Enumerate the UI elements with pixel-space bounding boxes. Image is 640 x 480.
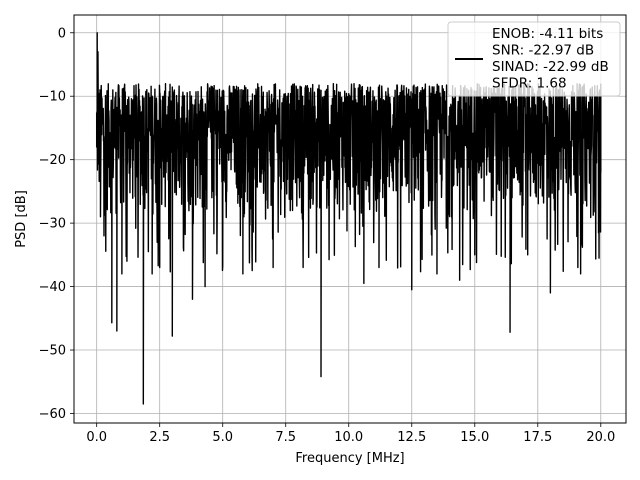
legend-entry-snr: SNR: -22.97 dB (492, 43, 594, 59)
y-tick-label: −30 (39, 217, 66, 232)
x-tick-label: 0.0 (86, 430, 107, 445)
x-tick-label: 2.5 (149, 430, 170, 445)
legend: ENOB: -4.11 bits SNR: -22.97 dB SINAD: -… (447, 21, 621, 97)
y-tick-label: −40 (39, 280, 66, 295)
x-tick-label: 15.0 (460, 430, 489, 445)
x-tick-label: 20.0 (586, 430, 615, 445)
x-tick-label: 10.0 (334, 430, 363, 445)
x-tick-label: 17.5 (523, 430, 552, 445)
x-axis-label: Frequency [MHz] (295, 451, 404, 466)
legend-entry-sinad: SINAD: -22.99 dB (492, 59, 609, 75)
y-tick-label: 0 (58, 26, 66, 41)
plot-frame (73, 14, 627, 424)
y-axis-ticks: 0 −10 −20 −30 −40 −50 −60 (39, 26, 74, 422)
y-tick-label: −60 (39, 407, 66, 422)
x-axis-ticks: 0.0 2.5 5.0 7.5 10.0 12.5 15.0 17.5 20.0 (86, 423, 615, 445)
psd-series-line (95, 32, 602, 405)
y-axis-label: PSD [dB] (14, 190, 29, 248)
legend-entry-enob: ENOB: -4.11 bits (492, 26, 603, 42)
x-tick-label: 12.5 (397, 430, 426, 445)
x-tick-label: 7.5 (275, 430, 296, 445)
legend-box (447, 21, 621, 97)
y-tick-label: −20 (39, 153, 66, 168)
y-tick-label: −10 (39, 90, 66, 105)
y-tick-label: −50 (39, 344, 66, 359)
legend-entry-sfdr: SFDR: 1.68 (492, 76, 567, 92)
x-tick-label: 5.0 (212, 430, 233, 445)
plot-data (95, 32, 602, 405)
